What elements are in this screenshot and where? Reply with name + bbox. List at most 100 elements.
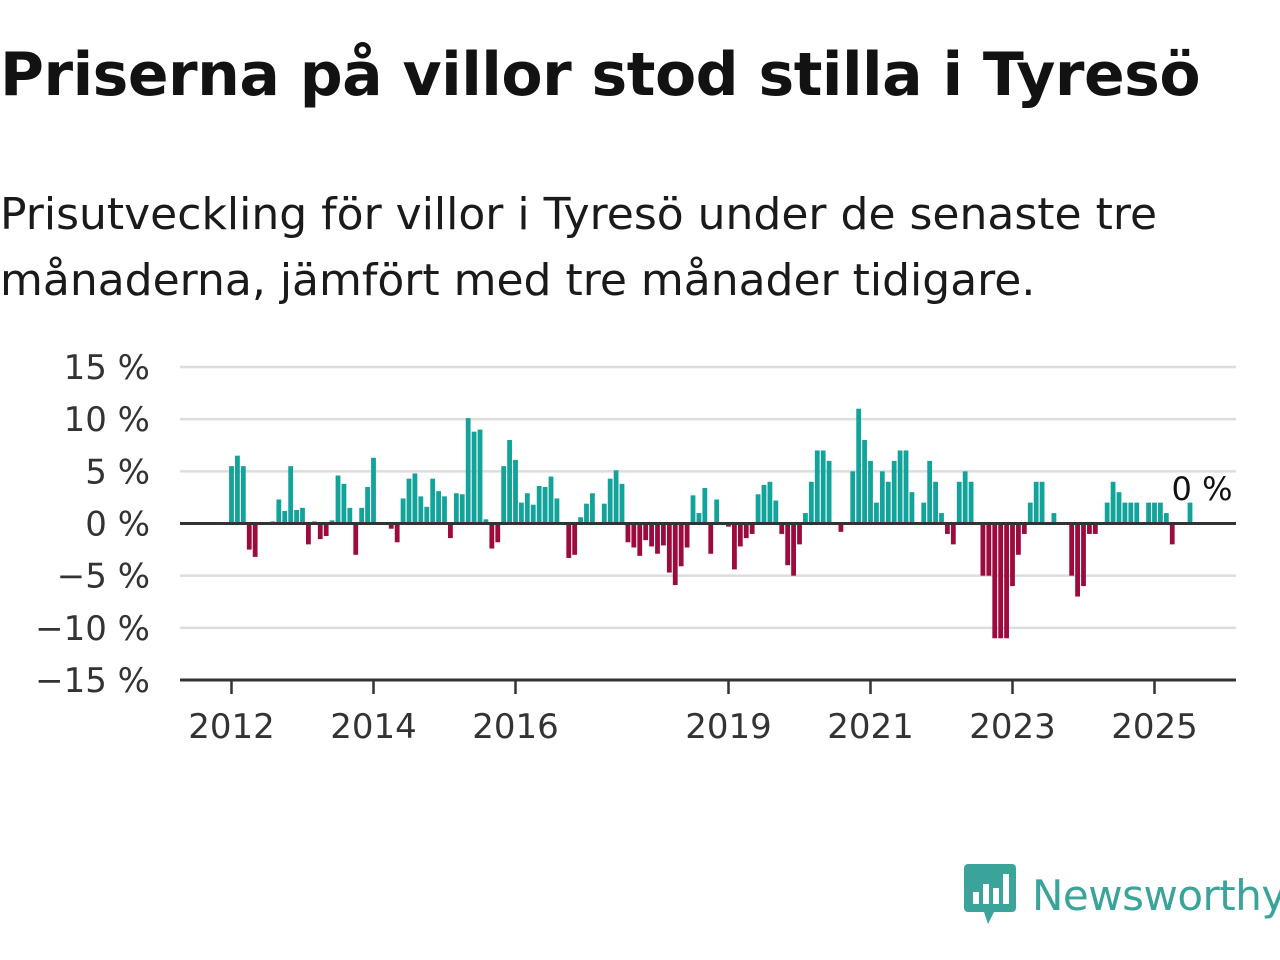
bar [246,523,252,550]
bar [495,523,501,543]
bar [779,523,785,534]
bar [826,460,832,524]
bar [980,523,986,576]
bar [282,510,288,524]
bar [714,499,720,524]
x-tick-label: 2019 [685,707,772,747]
axes [180,522,1236,682]
bar [430,478,436,524]
bar [590,493,595,524]
bar [1004,523,1009,639]
bar [761,484,767,524]
bar [465,418,471,524]
bar [950,523,956,545]
bar [513,459,518,524]
bar [406,478,412,524]
y-tick-label: 0 % [85,505,150,545]
x-tick-label: 2016 [472,707,559,747]
bar [276,499,282,524]
bar [1169,523,1175,545]
bar [672,523,678,586]
bar [572,523,578,555]
bar [655,523,660,554]
bar [424,506,430,524]
bar [820,450,826,524]
bar [519,502,524,524]
bar [891,460,897,524]
bar [459,494,465,524]
bar [897,450,903,524]
bar [808,481,814,524]
chart-title: Priserna på villor stod stilla i Tyresö [0,40,1201,110]
bar [850,471,856,524]
bar [1187,502,1193,524]
bar [1033,481,1039,524]
bar [524,493,530,524]
bar [661,523,666,546]
bar [536,485,542,524]
bar [631,523,637,548]
bar [229,466,234,524]
bar [986,523,992,576]
bar [992,523,998,639]
bar [903,450,909,524]
bar [649,523,654,547]
bar [252,523,258,557]
bar [1110,481,1116,524]
bar [542,486,548,524]
newsworthy-logo-icon [964,864,1016,924]
y-tick-label: −10 % [35,609,150,649]
bar [477,429,483,524]
bar [1069,523,1075,576]
newsworthy-logo: Newsworthy [964,864,1280,926]
bar [507,440,512,524]
bar [584,503,589,524]
bar [400,498,406,524]
bar [803,513,808,524]
bar [1163,513,1169,524]
bar [329,520,335,524]
bar [1152,502,1157,524]
bar [696,513,702,524]
bar [240,466,246,524]
bar [909,492,915,524]
bar [371,457,376,524]
bar [637,523,643,556]
bar [554,498,560,524]
bar [838,523,844,532]
bar [1081,523,1086,587]
bar [294,509,299,524]
bar [945,523,950,534]
annotations: 0 % [1169,467,1236,511]
bar [927,460,933,524]
x-tick-label: 2025 [1111,707,1198,747]
bar [1039,481,1045,524]
bar [625,523,631,543]
bar [1021,523,1027,534]
bar [317,523,323,540]
bar [442,496,447,524]
bar [235,455,240,524]
bar [862,440,867,524]
bar [643,523,649,541]
bar [767,481,773,524]
bar [708,523,714,554]
bar [968,481,974,524]
bar [1016,523,1021,555]
bar [578,517,583,524]
bar [666,523,672,573]
bar [359,507,365,524]
bar [755,494,761,524]
bar [879,471,885,524]
bar [1075,523,1080,597]
bar [341,483,347,524]
bar [471,431,477,524]
bar [566,523,572,558]
bar [548,476,554,524]
y-tick-label: −5 % [57,557,150,597]
bar [749,523,755,534]
bar [814,450,820,524]
bar [1027,502,1033,524]
bar [453,493,459,524]
bar [939,513,944,524]
